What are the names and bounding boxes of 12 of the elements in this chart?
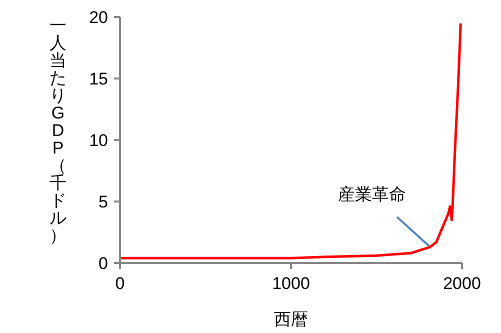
annotation: 産業革命 bbox=[338, 185, 406, 204]
y-tick-label: 20 bbox=[89, 8, 108, 28]
y-tick-label: 0 bbox=[98, 254, 108, 274]
x-tick-label: 1000 bbox=[272, 274, 310, 294]
y-tick-label: 5 bbox=[98, 192, 108, 212]
x-axis-title: 西暦 bbox=[274, 310, 308, 329]
x-tick-label: 2000 bbox=[443, 274, 481, 294]
x-tick-label: 0 bbox=[115, 274, 125, 294]
y-tick-label: 15 bbox=[89, 70, 108, 89]
y-tick-label: 10 bbox=[89, 131, 108, 150]
line-series bbox=[120, 23, 462, 260]
text: 一人当たりGDP（千ドル） bbox=[50, 16, 66, 245]
